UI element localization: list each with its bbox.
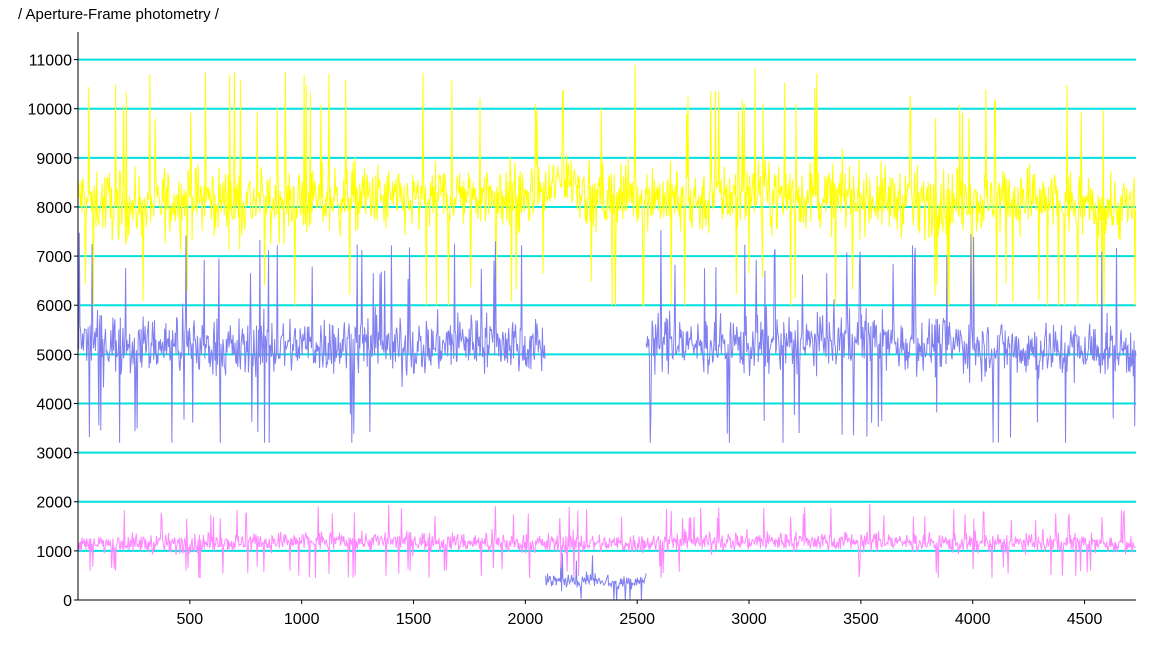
x-tick-label-1500: 1500 — [396, 611, 432, 628]
gridlines — [78, 58, 1136, 552]
series-0-segment-0 — [77, 64, 1137, 306]
x-tick-label-4000: 4000 — [955, 611, 991, 628]
chart-title: / Aperture-Frame photometry / — [18, 6, 219, 23]
y-tick-label-5000: 5000 — [36, 347, 72, 364]
x-tick-label-2500: 2500 — [619, 611, 655, 628]
x-tick-label-500: 500 — [176, 611, 203, 628]
y-tick-label-7000: 7000 — [36, 249, 72, 266]
series-2-segment-0 — [545, 553, 647, 601]
x-tick-label-4500: 4500 — [1067, 611, 1103, 628]
y-tick-label-9000: 9000 — [36, 151, 72, 168]
axes — [74, 32, 1136, 604]
x-tick-label-2000: 2000 — [508, 611, 544, 628]
y-tick-label-6000: 6000 — [36, 298, 72, 315]
y-tick-label-2000: 2000 — [36, 495, 72, 512]
y-tick-label-10000: 10000 — [28, 102, 73, 119]
series-3-segment-0 — [77, 503, 1136, 578]
series-1-segment-0 — [77, 232, 546, 443]
y-tick-label-1000: 1000 — [36, 544, 72, 561]
tick-labels: 0 1000 2000 3000 4000 5000 6000 7000 8000 9000 100… — [28, 53, 1103, 628]
y-tick-label-0: 0 — [63, 593, 72, 610]
y-tick-label-4000: 4000 — [36, 396, 72, 413]
x-tick-label-3500: 3500 — [843, 611, 879, 628]
y-tick-label-8000: 8000 — [36, 200, 72, 217]
x-tick-label-3000: 3000 — [731, 611, 767, 628]
y-tick-label-3000: 3000 — [36, 446, 72, 463]
series-1-segment-1 — [645, 229, 1137, 443]
x-tick-label-1000: 1000 — [284, 611, 320, 628]
series-layer — [77, 64, 1137, 601]
y-tick-label-11000: 11000 — [29, 53, 72, 70]
